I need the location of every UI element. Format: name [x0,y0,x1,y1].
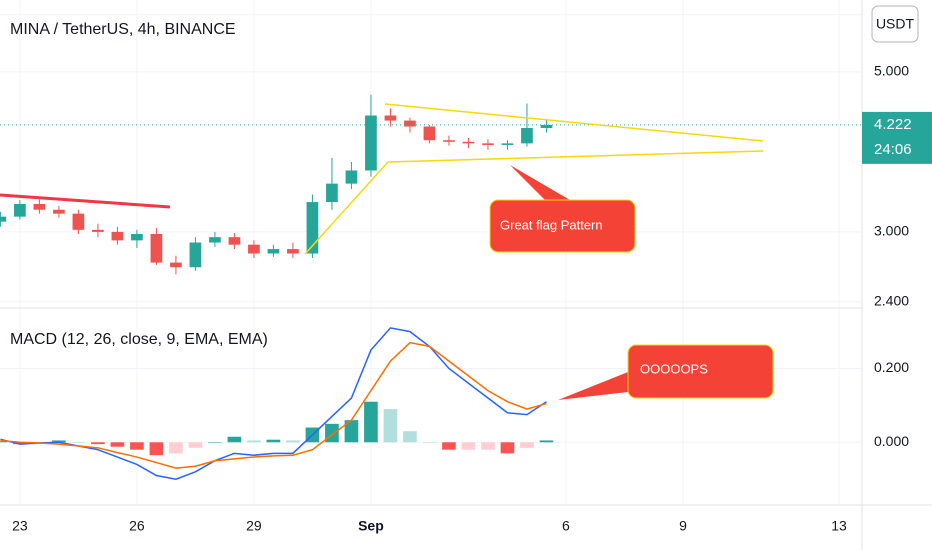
y-tick-label: 5.000 [874,63,909,79]
candle-body [404,120,416,127]
candle-body [384,115,397,121]
indicator-line [0,341,547,469]
indicator-line [0,327,547,480]
histogram-bar [91,442,105,445]
histogram-bar [149,442,164,456]
histogram-bar [52,440,66,443]
candle-body [521,128,533,144]
histogram-bar [266,439,281,443]
candle-body [72,213,85,230]
candle-body [306,202,319,254]
histogram-bar [110,442,125,447]
candle-body [345,170,358,184]
candle-body [111,231,124,241]
callout-text: OOOOOPS [640,361,708,376]
candle-body [170,262,182,268]
candle-body [443,140,455,142]
callout-box [627,344,774,399]
histogram-bar [208,442,222,443]
histogram-bar [247,440,261,443]
x-tick-label: 9 [679,518,687,534]
histogram-bar [442,442,456,450]
axis: 232629Sep69132.4003.0005.0006.0000.0000.… [12,5,932,534]
histogram-bar [325,423,339,443]
candle-body [248,244,260,254]
x-tick-label: 26 [129,518,145,534]
candle-body [0,216,7,222]
histogram-bar [500,442,515,454]
callout-pointer [510,165,570,200]
candle-body [14,203,26,217]
candle-body [189,242,202,268]
last-price-box [862,111,932,164]
candle-body [131,234,143,241]
y-tick-label: 2.400 [874,293,909,309]
histogram-bar [227,436,242,443]
flag-line [387,150,764,163]
candle-body [501,143,514,145]
candle-body [53,209,65,214]
histogram-bar [0,441,8,443]
x-tick-label: 23 [12,518,28,534]
histogram-bar [169,442,183,454]
histogram-bar [344,420,359,443]
indicator-title: MACD (12, 26, close, 9, EMA, EMA) [10,331,268,348]
candle-body [287,249,299,254]
x-tick-label: 6 [562,518,570,534]
x-tick-label: 29 [246,518,262,534]
last-price-label: 4.222 [874,116,912,133]
candle-body [150,234,163,263]
candle-body [540,125,553,129]
candle-body [209,237,221,243]
candle-body [326,183,338,203]
histogram-bar [481,442,495,450]
callout-pointer [558,372,628,400]
candle-body [228,237,241,245]
histogram-bar [130,442,144,450]
histogram-bar [461,442,476,450]
callout-box [489,199,636,253]
y-tick-label: 0.200 [874,359,909,375]
candle-body [267,249,280,254]
histogram-bar [13,442,27,445]
candle-body [423,126,436,141]
histogram-bar [539,440,554,443]
histogram-bar [286,440,300,443]
chart-title: MINA / TetherUS, 4h, BINANCE [10,21,236,38]
countdown-label: 24:06 [874,141,912,158]
pole-line [304,161,389,255]
trend-line [0,193,171,209]
scale-button[interactable] [871,5,919,43]
candle-body [92,229,104,232]
candle-body [365,115,377,171]
histogram-bar [188,442,203,448]
y-tick-label: 0.000 [874,433,909,449]
candle-body [482,143,494,145]
scale-label: USDT [876,16,915,32]
histogram-bar [403,431,417,443]
candle-body [33,203,46,210]
marks [0,94,862,480]
flag-line [384,103,764,142]
histogram-bar [422,442,437,443]
x-tick-label: Sep [358,518,384,534]
candle-body [462,141,475,144]
callout-text: Great flag Pattern [500,217,603,232]
y-tick-label: 3.000 [874,223,909,239]
x-tick-label: 13 [831,518,847,534]
histogram-bar [71,442,86,443]
histogram-bar [383,409,398,443]
histogram-bar [520,442,534,448]
histogram-bar [364,401,378,443]
